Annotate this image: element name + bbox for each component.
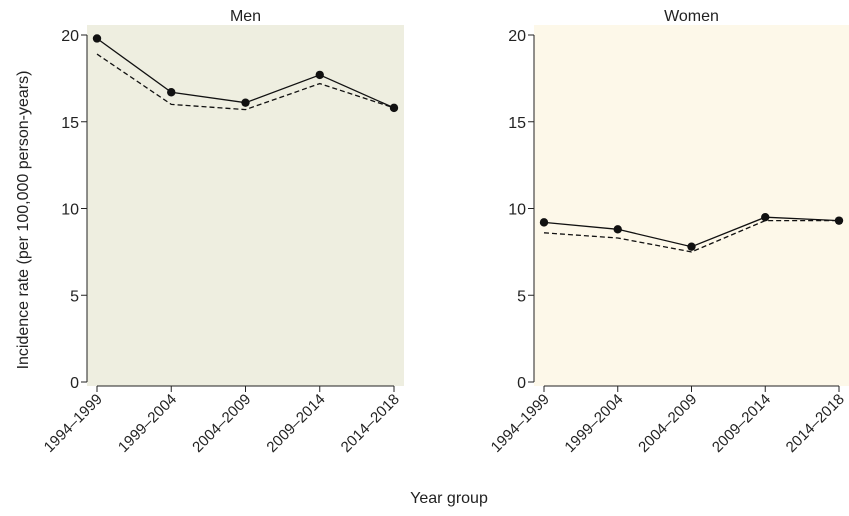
y-tick-label: 15	[508, 115, 526, 132]
panel-background	[534, 25, 849, 386]
x-tick-label: 1999–2004	[561, 391, 626, 456]
data-point	[761, 212, 770, 222]
data-point	[834, 216, 844, 225]
y-tick-label: 15	[61, 115, 79, 132]
x-axis-label: Year group	[410, 490, 488, 507]
series-line-dashed	[96, 53, 395, 111]
data-point	[315, 70, 324, 80]
data-point	[167, 88, 176, 97]
y-tick-label: 20	[508, 28, 526, 45]
x-tick-label: 2014–2018	[338, 391, 403, 456]
y-tick-label: 0	[70, 375, 79, 392]
y-tick-label: 5	[70, 288, 79, 305]
x-tick-label: 1994–1999	[41, 391, 106, 456]
panel-title: Women	[664, 8, 719, 25]
series-line-dashed	[543, 219, 839, 253]
y-tick-label: 10	[61, 202, 79, 219]
y-axis-label: Incidence rate (per 100,000 person-years…	[15, 71, 32, 370]
x-tick-label: 2004–2009	[189, 391, 254, 456]
x-tick-label: 1999–2004	[115, 391, 180, 456]
x-tick-label: 2004–2009	[635, 391, 700, 456]
panel-background	[87, 25, 404, 386]
data-point	[613, 225, 622, 234]
y-tick-label: 20	[61, 28, 79, 45]
panel-women: Women 0 5 10 15 20 1994–1999 1999–2004 2004–2009…	[488, 8, 849, 456]
data-point	[241, 98, 250, 107]
data-point	[539, 218, 549, 227]
data-point	[92, 34, 102, 43]
x-tick-label: 2009–2014	[263, 391, 328, 456]
panel-title: Men	[230, 8, 261, 25]
x-tick-label: 2014–2018	[783, 391, 848, 456]
x-tick-label: 1994–1999	[488, 391, 553, 456]
x-tick-label: 2009–2014	[709, 391, 774, 456]
y-tick-label: 0	[517, 375, 526, 392]
y-tick-label: 10	[508, 202, 526, 219]
y-tick-label: 5	[517, 288, 526, 305]
data-point	[687, 242, 696, 251]
